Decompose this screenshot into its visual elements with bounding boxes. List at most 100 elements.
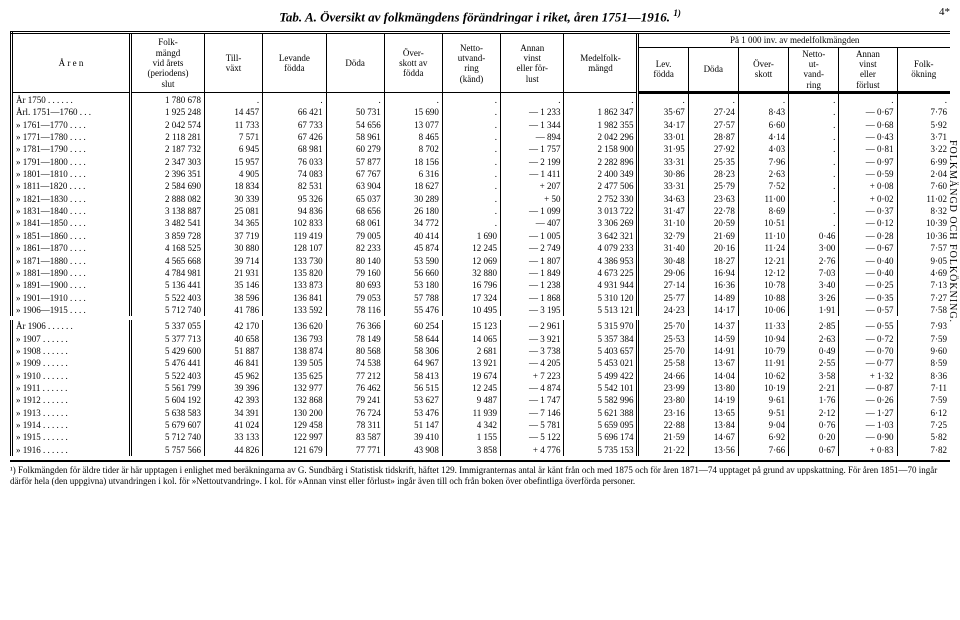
- cell: » 1891—1900 . . . .: [12, 279, 131, 291]
- table-row: » 1811—1820 . . . .2 584 69018 83482 531…: [12, 180, 951, 192]
- cell: — 7 146: [501, 407, 564, 419]
- cell: 76 366: [326, 320, 384, 332]
- cell: 50 731: [326, 106, 384, 118]
- table-row: » 1914 . . . . . .5 679 60741 024129 458…: [12, 419, 951, 431]
- cell: + 4 776: [501, 444, 564, 456]
- cell: 67 733: [263, 119, 326, 131]
- cell: 30·86: [638, 168, 688, 180]
- cell: » 1871—1880 . . . .: [12, 255, 131, 267]
- cell: 8·59: [897, 357, 950, 369]
- cell: 3·22: [897, 143, 950, 155]
- cell: — 1 807: [501, 255, 564, 267]
- cell: 11·91: [738, 357, 788, 369]
- h-lev: Levandefödda: [263, 33, 326, 93]
- h-aren: Å r e n: [12, 33, 131, 93]
- cell: 39 396: [204, 382, 262, 394]
- cell: 25·53: [638, 333, 688, 345]
- cell: 76 462: [326, 382, 384, 394]
- cell: » 1912 . . . . . .: [12, 394, 131, 406]
- cell: 5 712 740: [130, 304, 204, 316]
- cell: — 2 961: [501, 320, 564, 332]
- cell: 41 786: [204, 304, 262, 316]
- cell: 9·05: [897, 255, 950, 267]
- cell: 9 487: [442, 394, 500, 406]
- cell: » 1811—1820 . . . .: [12, 180, 131, 192]
- cell: + 0·83: [839, 444, 897, 456]
- cell: .: [442, 131, 500, 143]
- cell: 5 377 713: [130, 333, 204, 345]
- cell: 7·66: [738, 444, 788, 456]
- cell: 1 155: [442, 431, 500, 443]
- cell: 25 081: [204, 205, 262, 217]
- cell: 34 772: [384, 217, 442, 229]
- cell: 3·40: [789, 279, 839, 291]
- cell: 8·36: [897, 370, 950, 382]
- cell: — 0·77: [839, 357, 897, 369]
- cell: 7·25: [897, 419, 950, 431]
- cell: 5 659 095: [564, 419, 638, 431]
- cell: 66 421: [263, 106, 326, 118]
- cell: 4·69: [897, 267, 950, 279]
- cell: 9·60: [897, 345, 950, 357]
- cell: 42 393: [204, 394, 262, 406]
- cell: 2·63: [789, 333, 839, 345]
- cell: 16 796: [442, 279, 500, 291]
- cell: 43 908: [384, 444, 442, 456]
- title-sup: 1): [673, 8, 681, 18]
- cell: — 0·40: [839, 255, 897, 267]
- cell: 130 200: [263, 407, 326, 419]
- cell: 3·00: [789, 242, 839, 254]
- cell: 3 138 887: [130, 205, 204, 217]
- cell: — 0·70: [839, 345, 897, 357]
- cell: 1·76: [789, 394, 839, 406]
- cell: 20·16: [688, 242, 738, 254]
- cell: 67 767: [326, 168, 384, 180]
- cell: 11·24: [738, 242, 788, 254]
- cell: » 1881—1890 . . . .: [12, 267, 131, 279]
- cell: 34·63: [638, 193, 688, 205]
- cell: 13 921: [442, 357, 500, 369]
- cell: 25·35: [688, 156, 738, 168]
- cell: 10·78: [738, 279, 788, 291]
- cell: — 2 749: [501, 242, 564, 254]
- h-gdoda: Döda: [688, 47, 738, 92]
- cell: 0·46: [789, 230, 839, 242]
- cell: 14·04: [688, 370, 738, 382]
- cell: 19 674: [442, 370, 500, 382]
- cell: 30·48: [638, 255, 688, 267]
- cell: » 1791—1800 . . . .: [12, 156, 131, 168]
- table-row: » 1871—1880 . . . .4 565 66839 714133 73…: [12, 255, 951, 267]
- cell: 6·60: [738, 119, 788, 131]
- cell: 79 005: [326, 230, 384, 242]
- cell: 132 868: [263, 394, 326, 406]
- table-row: Årl. 1751—1760 . . .1 925 24814 45766 42…: [12, 106, 951, 118]
- cell: 77 771: [326, 444, 384, 456]
- cell: 58 644: [384, 333, 442, 345]
- cell: — 0·12: [839, 217, 897, 229]
- table-row: » 1801—1810 . . . .2 396 3514 90574 0836…: [12, 168, 951, 180]
- cell: 24·23: [638, 304, 688, 316]
- h-folk: Folk-mängdvid årets(periodens)slut: [130, 33, 204, 93]
- cell: 21·59: [638, 431, 688, 443]
- cell: 17 324: [442, 292, 500, 304]
- cell: 83 587: [326, 431, 384, 443]
- cell: 23·80: [638, 394, 688, 406]
- cell: 32 880: [442, 267, 500, 279]
- cell: 7·58: [897, 304, 950, 316]
- cell: 22·88: [638, 419, 688, 431]
- table-row: » 1831—1840 . . . .3 138 88725 08194 836…: [12, 205, 951, 217]
- cell: 136 841: [263, 292, 326, 304]
- cell: 68 656: [326, 205, 384, 217]
- cell: + 207: [501, 180, 564, 192]
- cell: — 1 099: [501, 205, 564, 217]
- cell: 10 495: [442, 304, 500, 316]
- cell: 10·39: [897, 217, 950, 229]
- cell: 5 337 055: [130, 320, 204, 332]
- table-row: » 1911 . . . . . .5 561 79939 396132 977…: [12, 382, 951, 394]
- cell: 7·93: [897, 320, 950, 332]
- cell: .: [638, 93, 688, 107]
- cell: 1 925 248: [130, 106, 204, 118]
- cell: .: [789, 217, 839, 229]
- cell: .: [789, 143, 839, 155]
- cell: 2 752 330: [564, 193, 638, 205]
